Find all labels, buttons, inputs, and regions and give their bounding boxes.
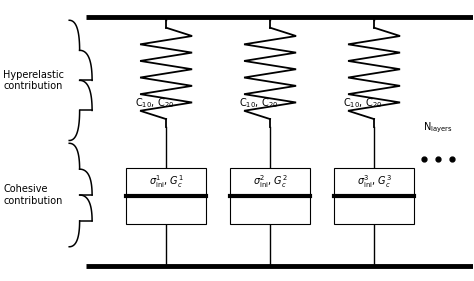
Text: C$_{10}$, C$_{20}$: C$_{10}$, C$_{20}$ xyxy=(238,96,278,110)
Text: Cohesive
contribution: Cohesive contribution xyxy=(3,184,63,206)
Bar xyxy=(230,169,310,225)
Text: N$_{\mathrm{layers}}$: N$_{\mathrm{layers}}$ xyxy=(423,121,453,135)
Bar xyxy=(126,169,206,225)
Text: $\sigma_{\mathrm{ini}}^{2}$, $G_c^{2}$: $\sigma_{\mathrm{ini}}^{2}$, $G_c^{2}$ xyxy=(253,173,287,190)
Text: Hyperelastic
contribution: Hyperelastic contribution xyxy=(3,70,64,91)
Text: C$_{10}$, C$_{20}$: C$_{10}$, C$_{20}$ xyxy=(343,96,382,110)
Text: C$_{10}$, C$_{20}$: C$_{10}$, C$_{20}$ xyxy=(135,96,174,110)
Text: $\sigma_{\mathrm{ini}}^{1}$, $G_c^{1}$: $\sigma_{\mathrm{ini}}^{1}$, $G_c^{1}$ xyxy=(149,173,183,190)
Bar xyxy=(334,169,414,225)
Text: $\sigma_{\mathrm{ini}}^{3}$, $G_c^{3}$: $\sigma_{\mathrm{ini}}^{3}$, $G_c^{3}$ xyxy=(356,173,392,190)
